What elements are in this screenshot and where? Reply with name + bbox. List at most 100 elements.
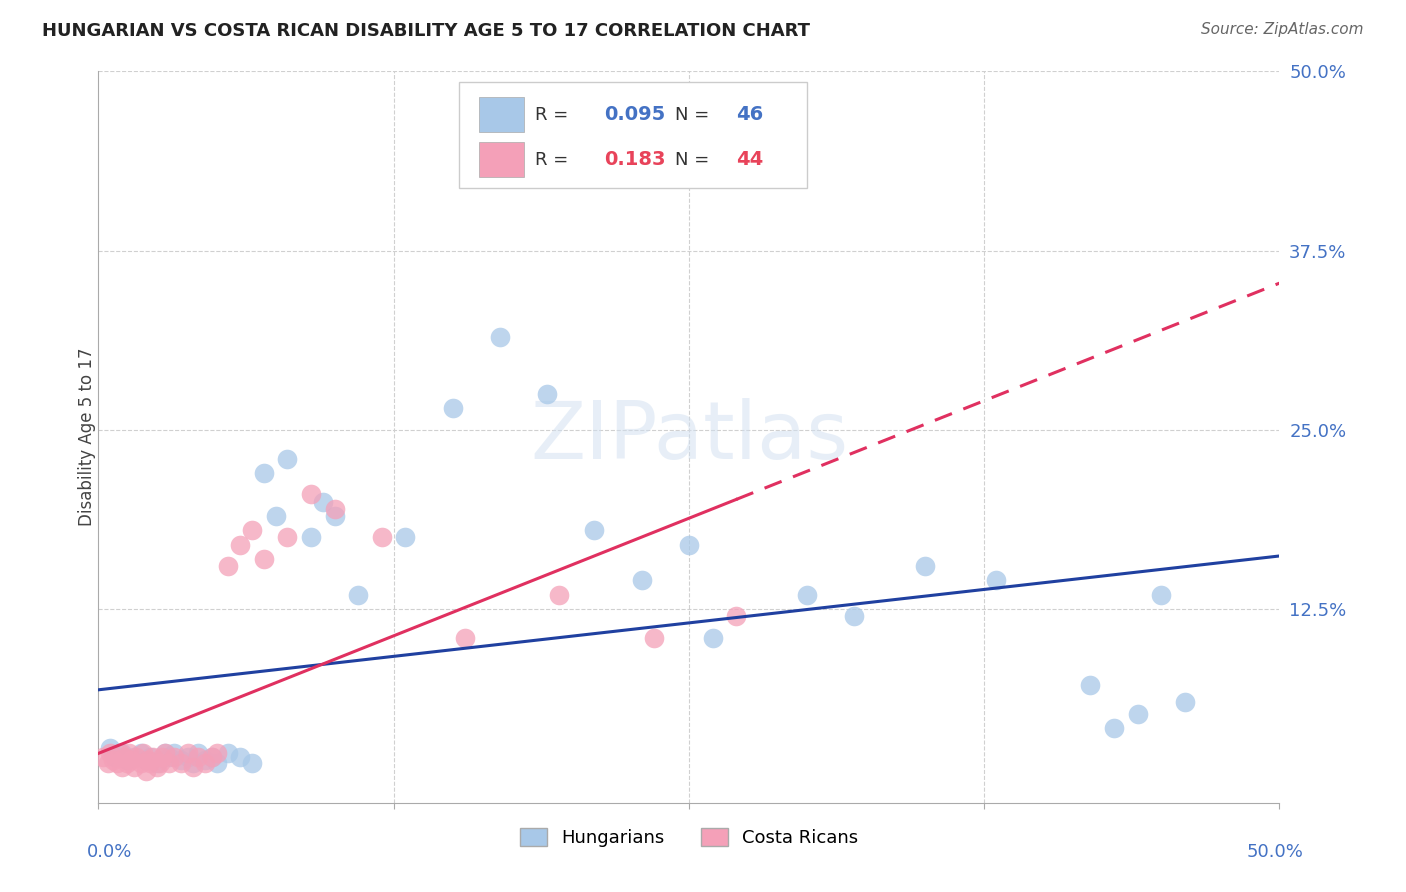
Point <box>1174 695 1197 709</box>
Point <box>323 508 346 523</box>
Y-axis label: Disability Age 5 to 17: Disability Age 5 to 17 <box>79 348 96 526</box>
Point <box>142 750 165 764</box>
Point <box>177 750 200 764</box>
Point <box>630 574 652 588</box>
Point <box>157 756 180 770</box>
Point <box>177 746 200 760</box>
Text: 44: 44 <box>737 151 763 169</box>
Point <box>548 588 571 602</box>
Text: 0.0%: 0.0% <box>87 843 132 861</box>
Point <box>725 609 748 624</box>
Point <box>347 588 370 602</box>
Point <box>217 559 239 574</box>
Point <box>146 756 169 770</box>
Point <box>323 501 346 516</box>
Point <box>240 524 263 538</box>
Point <box>1150 588 1173 602</box>
Point <box>136 753 159 767</box>
Point <box>111 760 134 774</box>
Point <box>101 753 124 767</box>
Point <box>187 750 209 764</box>
Point <box>121 753 143 767</box>
Point <box>97 756 120 770</box>
Point <box>187 746 209 760</box>
Point <box>170 753 193 767</box>
Point <box>129 746 152 760</box>
Point <box>201 750 224 764</box>
Text: HUNGARIAN VS COSTA RICAN DISABILITY AGE 5 TO 17 CORRELATION CHART: HUNGARIAN VS COSTA RICAN DISABILITY AGE … <box>42 22 810 40</box>
Point <box>240 756 263 770</box>
Point <box>139 750 162 764</box>
Point <box>129 756 152 770</box>
Point <box>312 494 335 508</box>
Point <box>115 756 138 770</box>
Point <box>146 760 169 774</box>
Point <box>122 750 145 764</box>
Point <box>489 329 512 343</box>
Point <box>132 746 155 760</box>
Point <box>153 746 176 760</box>
Text: 50.0%: 50.0% <box>1246 843 1303 861</box>
Point <box>149 756 172 770</box>
Point <box>125 750 148 764</box>
Point <box>253 552 276 566</box>
Point <box>678 538 700 552</box>
Text: ZIPatlas: ZIPatlas <box>530 398 848 476</box>
Point <box>453 631 475 645</box>
Text: 0.183: 0.183 <box>605 151 665 169</box>
Point <box>1080 678 1102 692</box>
Point <box>914 559 936 574</box>
Point <box>111 746 134 760</box>
Point <box>153 746 176 760</box>
Point <box>98 746 121 760</box>
Point <box>394 531 416 545</box>
Text: R =: R = <box>536 105 575 123</box>
Point <box>108 746 131 760</box>
Point <box>643 631 665 645</box>
Point <box>181 760 204 774</box>
Text: 0.095: 0.095 <box>605 105 665 124</box>
Point <box>122 760 145 774</box>
Point <box>139 756 162 770</box>
Text: 46: 46 <box>737 105 763 124</box>
Point <box>583 524 606 538</box>
Point <box>135 764 157 779</box>
Point <box>205 756 228 770</box>
Point <box>276 451 298 466</box>
Legend: Hungarians, Costa Ricans: Hungarians, Costa Ricans <box>510 819 868 856</box>
Point <box>194 753 217 767</box>
Point <box>157 750 180 764</box>
Point <box>91 750 114 764</box>
Point <box>702 631 724 645</box>
FancyBboxPatch shape <box>478 143 523 178</box>
Text: N =: N = <box>675 105 714 123</box>
Point <box>98 741 121 756</box>
FancyBboxPatch shape <box>478 97 523 132</box>
Point <box>105 756 128 770</box>
Point <box>441 401 464 416</box>
Point <box>984 574 1007 588</box>
Point <box>118 746 141 760</box>
Point <box>299 531 322 545</box>
Point <box>229 538 252 552</box>
Point <box>104 750 127 764</box>
Point <box>163 750 186 764</box>
Point <box>181 756 204 770</box>
Point <box>1126 706 1149 721</box>
Point <box>229 750 252 764</box>
Point <box>264 508 287 523</box>
Point <box>170 756 193 770</box>
Point <box>1102 721 1125 735</box>
Point <box>150 750 173 764</box>
Point <box>135 753 157 767</box>
Point <box>115 753 138 767</box>
Point <box>536 387 558 401</box>
Point <box>371 531 394 545</box>
Point <box>276 531 298 545</box>
Point <box>299 487 322 501</box>
Point <box>253 466 276 480</box>
Point <box>217 746 239 760</box>
FancyBboxPatch shape <box>458 82 807 188</box>
Text: R =: R = <box>536 151 575 169</box>
Point <box>163 746 186 760</box>
